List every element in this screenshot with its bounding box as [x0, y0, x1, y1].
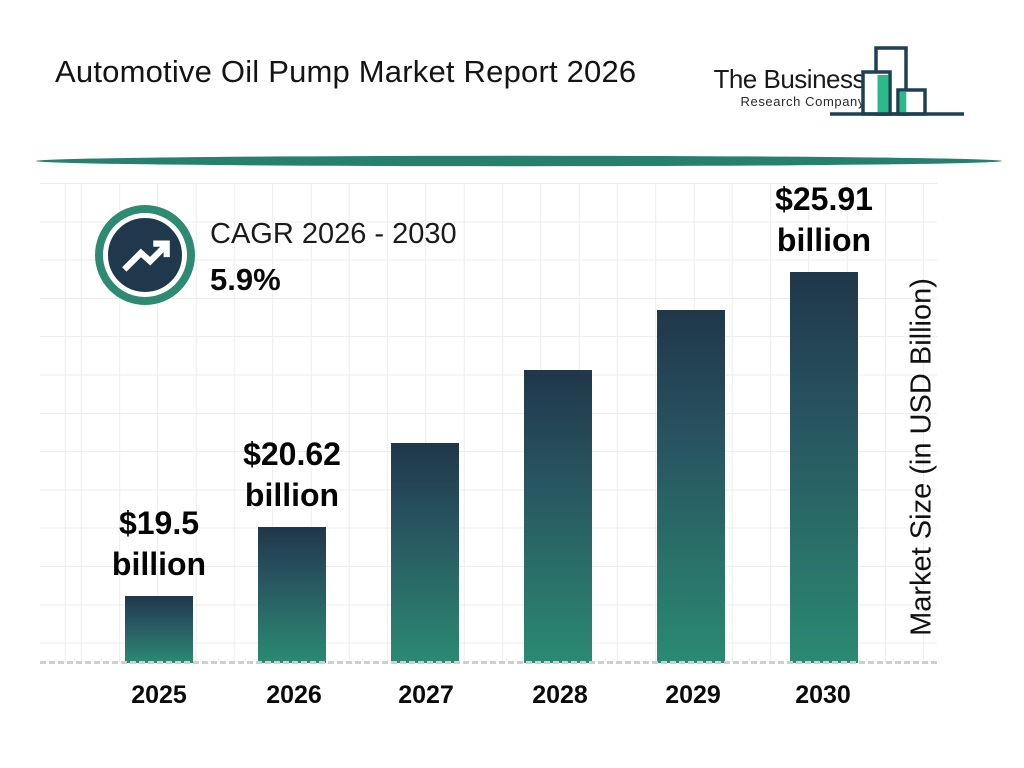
logo-name: The Business [713, 64, 865, 94]
bar-2027 [391, 443, 459, 663]
logo-bars-icon [830, 46, 964, 116]
x-tick-2027: 2027 [398, 681, 454, 709]
bar-2030 [790, 272, 858, 663]
bar-group-2028 [493, 359, 623, 663]
brand-logo: The Business Research Company [690, 66, 865, 108]
value-label-2025: $19.5 billion [111, 505, 207, 582]
logo-subtitle: Research Company [740, 94, 865, 109]
bar-2026 [258, 527, 326, 663]
bar-2029 [657, 310, 725, 663]
page-title: Automotive Oil Pump Market Report 2026 [55, 54, 637, 89]
divider-line [36, 155, 1002, 167]
bar-group-2029 [626, 299, 756, 663]
cagr-badge-circle [103, 213, 187, 297]
bar-group-2030: $25.91 billion [759, 179, 889, 663]
cagr-period-label: CAGR 2026 - 2030 [210, 218, 457, 250]
x-tick-2030: 2030 [795, 681, 851, 709]
trending-up-icon [122, 240, 170, 272]
bar-group-2027 [360, 432, 490, 663]
bar-2025 [125, 596, 193, 663]
cagr-value: 5.9% [210, 262, 281, 297]
cagr-badge [95, 205, 195, 305]
bar-group-2026: $20.62 billion [227, 434, 357, 663]
x-tick-2025: 2025 [131, 681, 187, 709]
x-tick-2029: 2029 [665, 681, 721, 709]
x-tick-2028: 2028 [532, 681, 588, 709]
bar-2028 [524, 370, 592, 663]
value-label-2030: $25.91 billion [775, 181, 873, 258]
y-axis-label: Market Size (in USD Billion) [905, 278, 938, 636]
x-axis-baseline [40, 661, 937, 664]
value-label-2026: $20.62 billion [243, 436, 341, 513]
bar-group-2025: $19.5 billion [94, 503, 224, 663]
x-tick-2026: 2026 [266, 681, 322, 709]
